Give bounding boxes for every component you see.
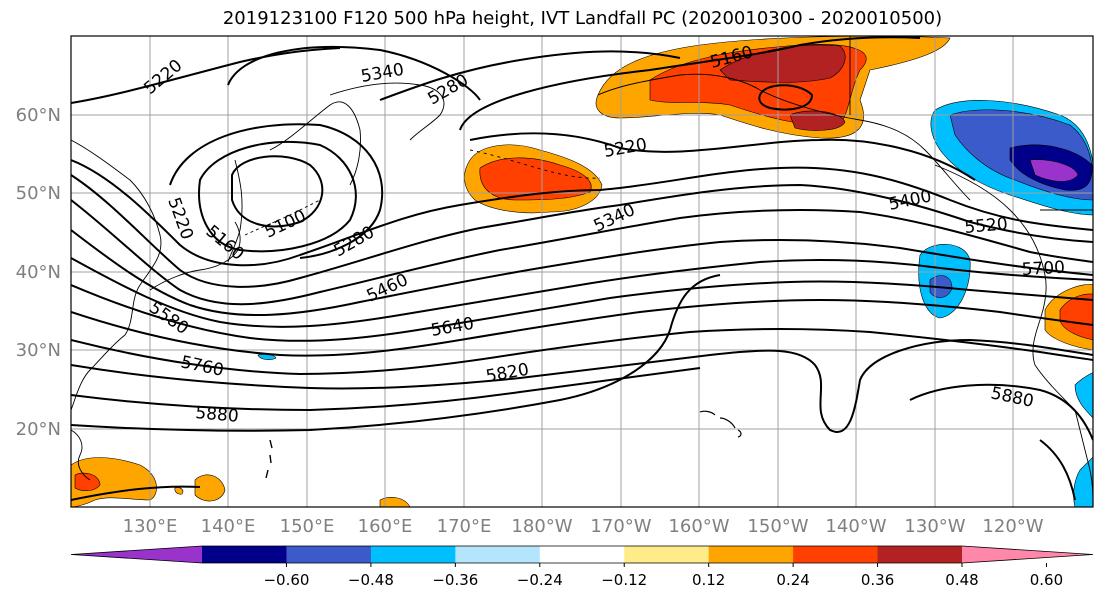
colorbar-tick-label: −0.48 — [348, 571, 394, 589]
contour-5340 — [71, 174, 1093, 288]
siberia-arctic-coast — [329, 82, 445, 141]
kamchatka-coast — [269, 101, 361, 186]
contour-5160-alaska — [459, 36, 921, 131]
contour-label: 5520 — [964, 214, 1009, 238]
map-area: 5220 5340 5280 5160 5220 5100 5160 5220 … — [71, 36, 1093, 507]
lat-label-30n: 30°N — [16, 340, 61, 361]
colorbar-tick-label: −0.12 — [601, 571, 647, 589]
lon-label: 160°W — [668, 516, 729, 537]
colorbar-segment — [624, 546, 710, 563]
map-title: 2019123100 F120 500 hPa height, IVT Land… — [222, 8, 943, 29]
contour-5760 — [71, 338, 1093, 433]
contour-label: 5880 — [195, 403, 240, 427]
asia-coast — [71, 139, 162, 411]
sakhalin-coast — [227, 159, 243, 263]
contour-5160-ring — [758, 84, 814, 111]
contour-5280-north — [379, 50, 681, 101]
lat-label-20n: 20°N — [16, 419, 61, 440]
kuril-islands — [244, 199, 321, 236]
colorbar-extension-low — [71, 546, 202, 563]
lon-label: 160°E — [358, 516, 413, 537]
contour-5220-north — [71, 47, 341, 104]
alaska-coast — [597, 73, 971, 201]
height-contours — [71, 36, 1093, 501]
colorbar-segment — [877, 546, 963, 563]
contour-5220-mid — [469, 132, 976, 181]
contour-5880-east — [909, 383, 1093, 441]
lat-label-60n: 60°N — [16, 105, 61, 126]
colorbar-segment — [455, 546, 541, 563]
contour-5220-low — [169, 123, 384, 259]
lon-label: 170°W — [590, 516, 651, 537]
contour-5580 — [71, 280, 1093, 342]
colorbar-tick-label: −0.24 — [517, 571, 563, 589]
colorbar-tick-label: 0.48 — [945, 571, 978, 589]
colorbar-tick-label: −0.60 — [263, 571, 309, 589]
lon-label: 130°W — [904, 516, 965, 537]
contour-5640 — [71, 298, 1093, 357]
colorbar-segment — [202, 546, 287, 563]
colorbar-segment — [539, 546, 625, 563]
lon-label: 120°W — [982, 516, 1043, 537]
longitude-labels: 130°E 140°E 150°E 160°E 170°E 180°W 170°… — [123, 516, 1044, 537]
colorbar-extension-high — [962, 546, 1093, 563]
contour-5100-low — [231, 155, 324, 228]
lon-label: 140°W — [825, 516, 886, 537]
contour-5160-low — [198, 141, 357, 253]
contour-5880-south — [71, 485, 201, 501]
contour-label: 5700 — [1021, 258, 1065, 280]
colorbar-tick-label: 0.60 — [1030, 571, 1063, 589]
contour-5880-east-loop — [1039, 439, 1076, 501]
contour-5280 — [71, 159, 1093, 267]
marianas-islands — [265, 439, 273, 479]
colorbar-tick-label: 0.12 — [692, 571, 725, 589]
contour-5880 — [71, 274, 721, 432]
colorbar-segment — [286, 546, 372, 563]
lon-label: 130°E — [123, 516, 178, 537]
latitude-labels: 60°N 50°N 40°N 30°N 20°N — [16, 105, 61, 440]
lon-label: 140°E — [201, 516, 256, 537]
colorbar-tick-label: 0.24 — [776, 571, 809, 589]
lon-label: 150°W — [747, 516, 808, 537]
west-us-coast — [1032, 274, 1076, 411]
contour-5400 — [71, 199, 1093, 306]
contour-5340-north — [227, 45, 481, 101]
colorbar-tick-label: 0.36 — [861, 571, 894, 589]
lat-label-50n: 50°N — [16, 183, 61, 204]
hawaii-islands — [699, 410, 742, 438]
contour-5820 — [71, 367, 701, 412]
coastlines — [71, 36, 1093, 506]
contour-5700 — [71, 328, 1093, 376]
map-frame — [70, 35, 1094, 508]
colorbar-segment — [370, 546, 456, 563]
lon-label: 170°E — [437, 516, 492, 537]
colorbar-segment — [708, 546, 794, 563]
contour-5460 — [71, 229, 1093, 317]
lon-label: 180°W — [511, 516, 572, 537]
colorbar-outline — [70, 545, 1094, 564]
lat-label-40n: 40°N — [16, 262, 61, 283]
colorbar: −0.60 −0.48 −0.36 −0.24 −0.12 0.12 0.24 0.36 0.4… — [70, 545, 1094, 589]
shading-layer — [71, 36, 1093, 507]
colorbar-tick-label: −0.36 — [432, 571, 478, 589]
aleutian-islands — [469, 149, 601, 179]
colorbar-segment — [793, 546, 879, 563]
lon-label: 150°E — [280, 516, 335, 537]
contour-5520 — [71, 257, 1093, 328]
philippines-coast — [71, 429, 91, 481]
